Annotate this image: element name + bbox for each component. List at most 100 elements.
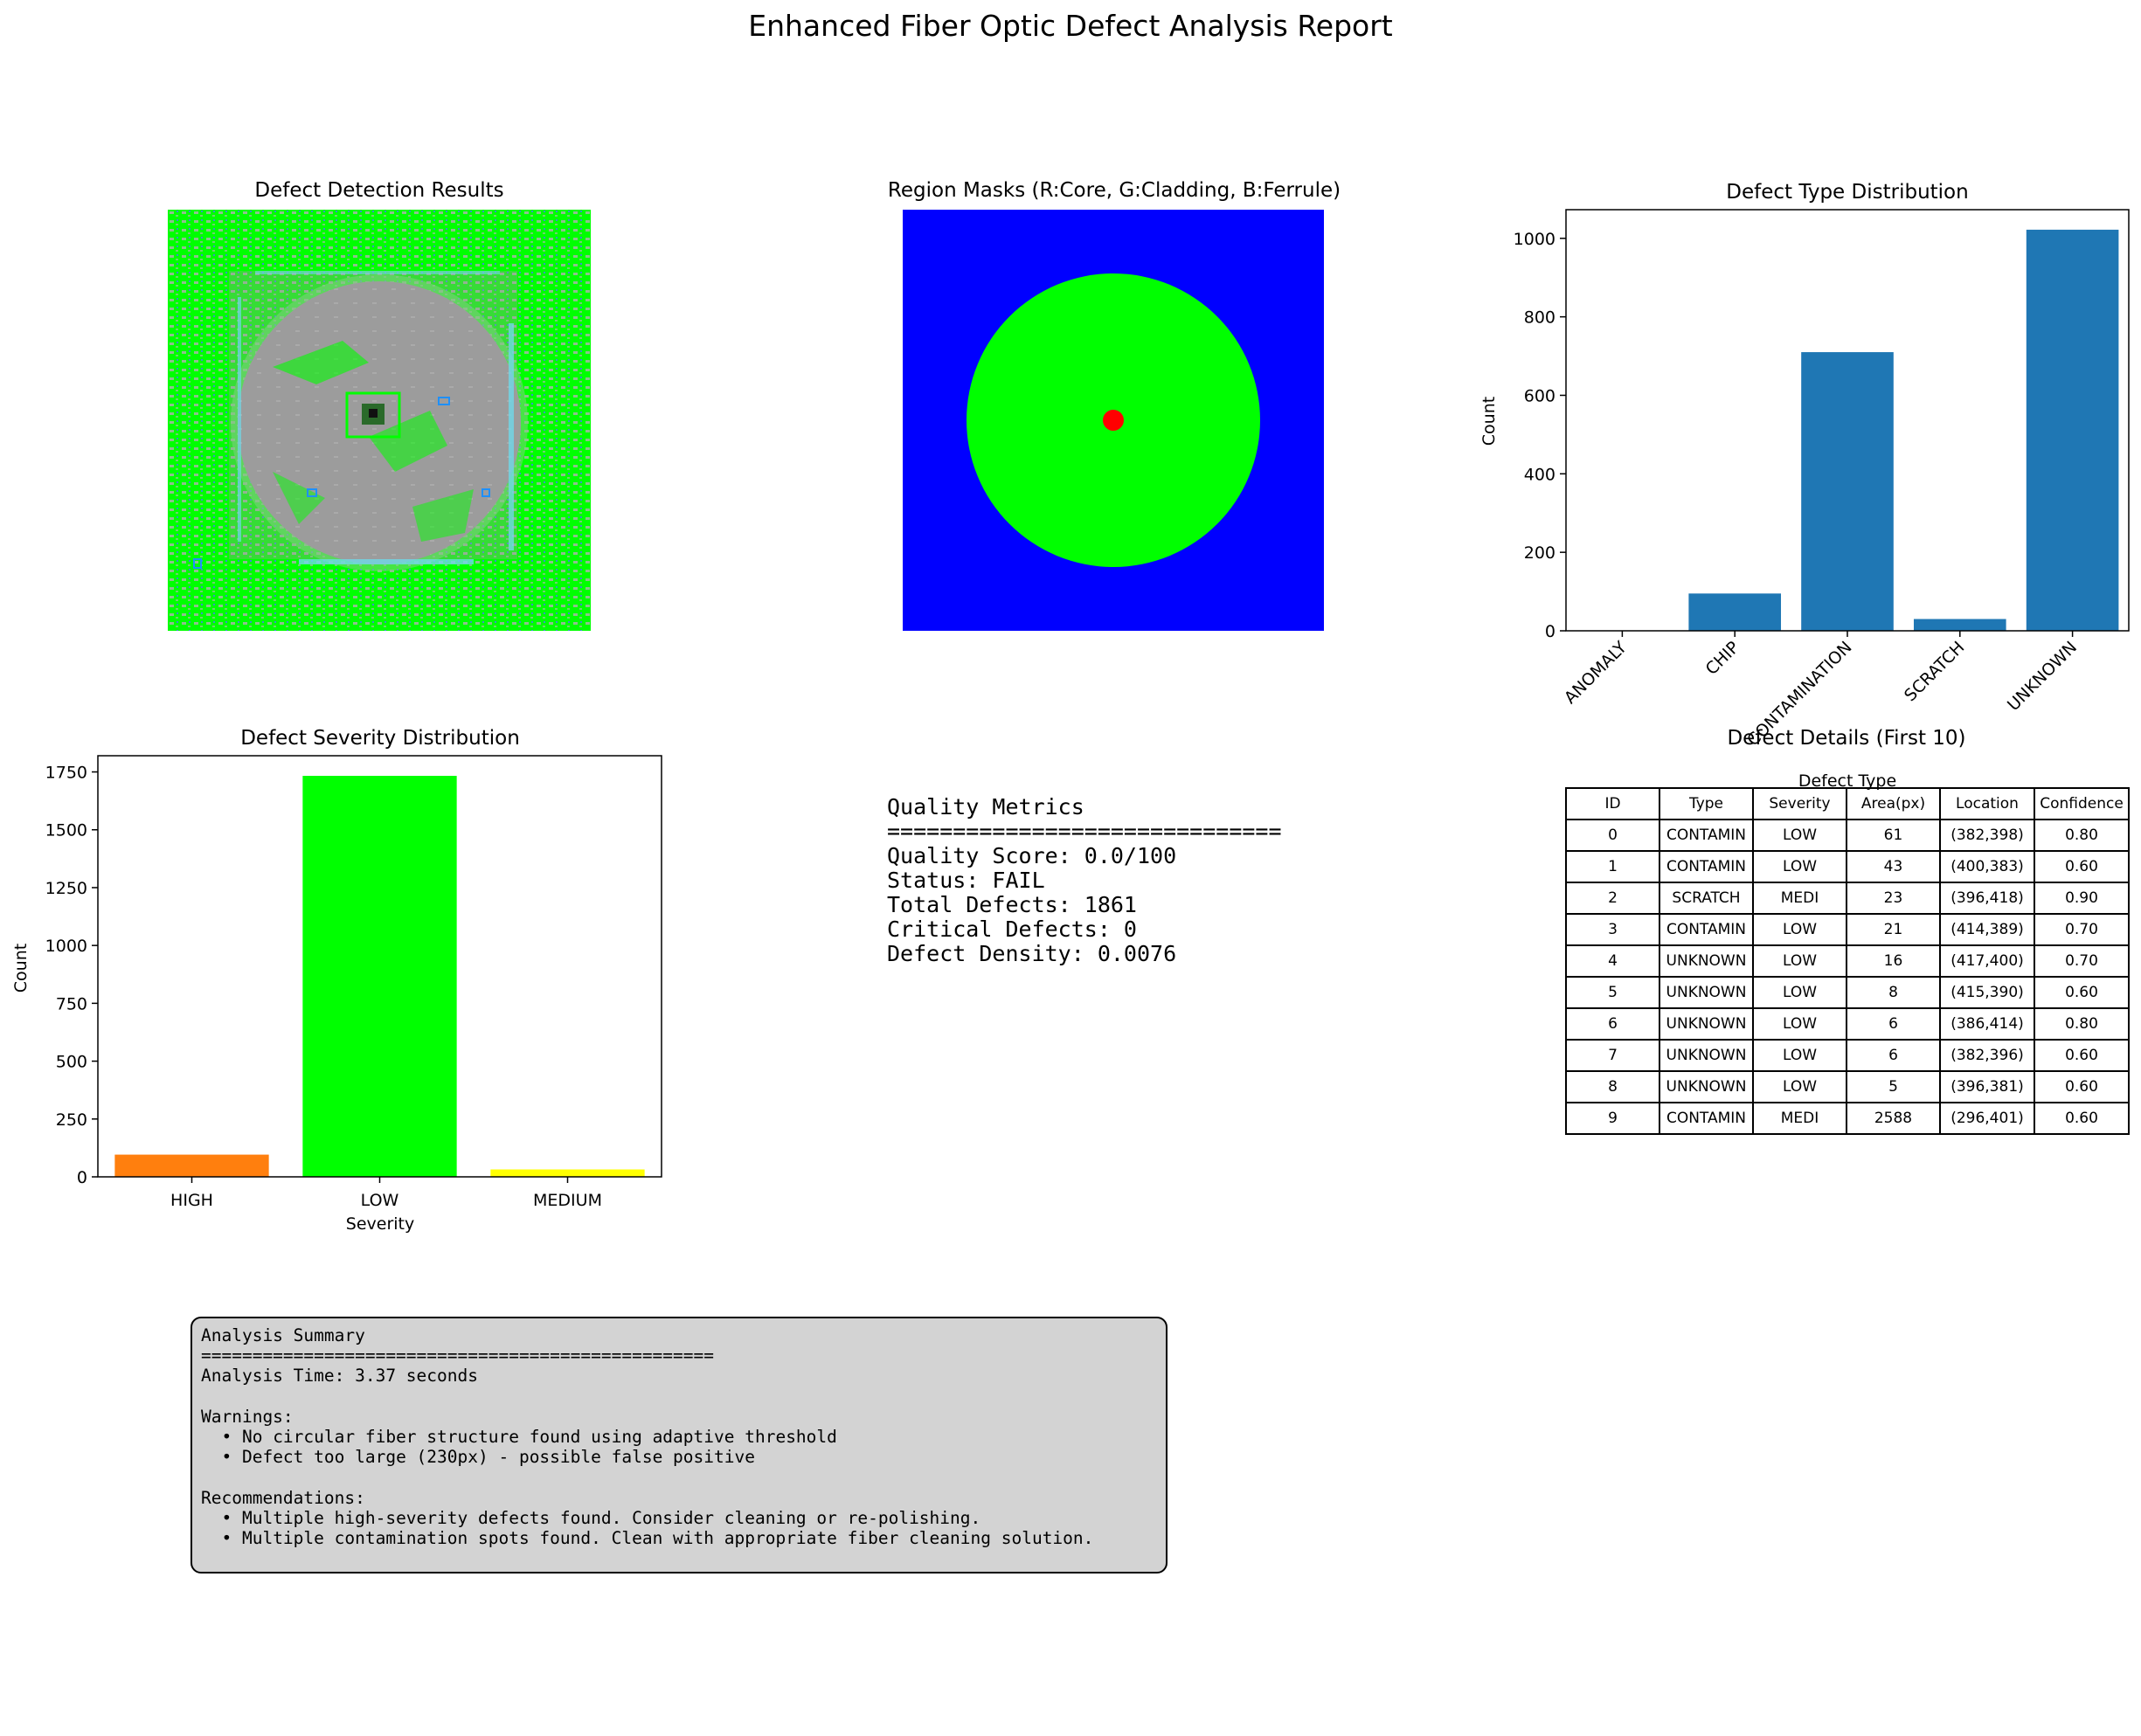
bar-high (114, 1154, 269, 1177)
table-cell: LOW (1752, 850, 1847, 883)
summary-rule: ========================================… (201, 1345, 714, 1366)
table-row: 9 CONTAMIN MEDI 2588 (296,401) 0.60 (1565, 1102, 2130, 1135)
metrics-line: Quality Score: 0.0/100 (887, 843, 1177, 868)
table-header-row: ID Type Severity Area(px) Location Confidence (1565, 787, 2130, 820)
table-cell: LOW (1752, 1007, 1847, 1041)
detection-panel-title: Defect Detection Results (254, 179, 504, 202)
x-tick-label: SCRATCH (1901, 638, 1968, 705)
axes-frame (97, 755, 662, 1178)
quality-metrics: Quality Metrics =========================… (887, 795, 1282, 966)
severity-chart-xlabel: Severity (346, 1214, 414, 1234)
axes-frame (1565, 209, 2130, 632)
severity-chart-ylabel: Count (11, 944, 31, 992)
table-cell: (396,418) (1939, 882, 2035, 915)
metrics-rule: ============================== (887, 819, 1282, 844)
table-row: 4 UNKNOWN LOW 16 (417,400) 0.70 (1565, 944, 2130, 978)
table-cell: UNKNOWN (1659, 944, 1754, 978)
metrics-line: Defect Density: 0.0076 (887, 941, 1177, 966)
table-cell: LOW (1752, 944, 1847, 978)
table-cell: MEDI (1752, 882, 1847, 915)
recommendation-item: • Multiple high-severity defects found. … (201, 1507, 981, 1528)
table-cell: 0.90 (2034, 882, 2130, 915)
table-cell: UNKNOWN (1659, 1070, 1754, 1103)
table-header-cell: Location (1939, 787, 2035, 820)
table-cell: 16 (1846, 944, 1941, 978)
table-row: 2 SCRATCH MEDI 23 (396,418) 0.90 (1565, 882, 2130, 915)
bar-scratch (1913, 619, 2006, 631)
type-chart-title: Defect Type Distribution (1726, 181, 1968, 204)
table-cell: 2 (1565, 882, 1660, 915)
y-tick-label: 200 (1524, 543, 1556, 563)
table-cell: (415,390) (1939, 976, 2035, 1009)
warning-item: • No circular fiber structure found usin… (201, 1427, 837, 1448)
metrics-line: Total Defects: 1861 (887, 892, 1137, 917)
y-tick-label: 250 (56, 1110, 87, 1130)
table-cell: CONTAMIN (1659, 850, 1754, 883)
table-cell: LOW (1752, 913, 1847, 946)
table-cell: 5 (1846, 1070, 1941, 1103)
y-tick-label: 750 (56, 994, 87, 1013)
table-cell: 61 (1846, 819, 1941, 852)
table-cell: 0.80 (2034, 1007, 2130, 1041)
recommendations-heading: Recommendations: (201, 1487, 365, 1508)
table-cell: 4 (1565, 944, 1660, 978)
x-tick-label: CHIP (1702, 638, 1743, 679)
table-cell: LOW (1752, 1070, 1847, 1103)
warning-item: • Defect too large (230px) - possible fa… (201, 1447, 755, 1468)
table-cell: CONTAMIN (1659, 1102, 1754, 1135)
severity-chart-title: Defect Severity Distribution (240, 727, 520, 750)
y-tick-label: 1000 (1514, 230, 1556, 249)
table-cell: 0.70 (2034, 944, 2130, 978)
table-cell: 0.60 (2034, 850, 2130, 883)
table-header-cell: Confidence (2034, 787, 2130, 820)
type-chart-xlabel: Defect Type (1798, 771, 1896, 791)
core-region (1103, 410, 1124, 431)
x-tick-label: UNKNOWN (2004, 638, 2081, 715)
table-row: 1 CONTAMIN LOW 43 (400,383) 0.60 (1565, 850, 2130, 883)
table-cell: 0 (1565, 819, 1660, 852)
table-cell: CONTAMIN (1659, 913, 1754, 946)
type-chart-ylabel: Count (1479, 397, 1499, 446)
region-masks-image (903, 210, 1324, 631)
bar-chip (1688, 593, 1782, 631)
defect-detection-image (168, 210, 591, 631)
x-tick-label: LOW (361, 1191, 399, 1210)
warning-text: No circular fiber structure found using … (241, 1427, 837, 1448)
table-cell: (382,396) (1939, 1039, 2035, 1072)
analysis-time: Analysis Time: 3.37 seconds (201, 1366, 478, 1387)
recommendation-text: Multiple contamination spots found. Clea… (241, 1528, 1094, 1549)
table-row: 0 CONTAMIN LOW 61 (382,398) 0.80 (1565, 819, 2130, 852)
y-tick-label: 0 (77, 1168, 87, 1187)
table-cell: 23 (1846, 882, 1941, 915)
table-row: 3 CONTAMIN LOW 21 (414,389) 0.70 (1565, 913, 2130, 946)
bar-contamination (1801, 352, 1894, 631)
table-cell: 0.60 (2034, 1039, 2130, 1072)
summary-heading: Analysis Summary (201, 1325, 365, 1345)
analysis-summary-box: Analysis Summary ========================… (191, 1317, 1168, 1573)
table-cell: 43 (1846, 850, 1941, 883)
table-cell: 8 (1846, 976, 1941, 1009)
masks-panel-title: Region Masks (R:Core, G:Cladding, B:Ferr… (887, 179, 1341, 202)
table-cell: (400,383) (1939, 850, 2035, 883)
bar-unknown (2026, 229, 2119, 631)
table-cell: 0.60 (2034, 976, 2130, 1009)
table-cell: 21 (1846, 913, 1941, 946)
table-cell: LOW (1752, 819, 1847, 852)
y-tick-label: 0 (1545, 622, 1556, 641)
table-row: 5 UNKNOWN LOW 8 (415,390) 0.60 (1565, 976, 2130, 1009)
x-tick-label: ANOMALY (1561, 638, 1631, 708)
table-cell: CONTAMIN (1659, 819, 1754, 852)
table-cell: 8 (1565, 1070, 1660, 1103)
metrics-heading: Quality Metrics (887, 794, 1084, 820)
recommendation-text: Multiple high-severity defects found. Co… (241, 1507, 981, 1528)
report-title: Enhanced Fiber Optic Defect Analysis Rep… (748, 9, 1393, 43)
y-tick-label: 1250 (45, 879, 87, 898)
y-tick-label: 500 (56, 1053, 87, 1072)
table-cell: UNKNOWN (1659, 1039, 1754, 1072)
table-row: 7 UNKNOWN LOW 6 (382,396) 0.60 (1565, 1039, 2130, 1072)
table-cell: 6 (1846, 1039, 1941, 1072)
table-cell: MEDI (1752, 1102, 1847, 1135)
table-cell: (382,398) (1939, 819, 2035, 852)
table-cell: (396,381) (1939, 1070, 2035, 1103)
defect-details-table: ID Type Severity Area(px) Location Confidence… (1565, 787, 2130, 1135)
